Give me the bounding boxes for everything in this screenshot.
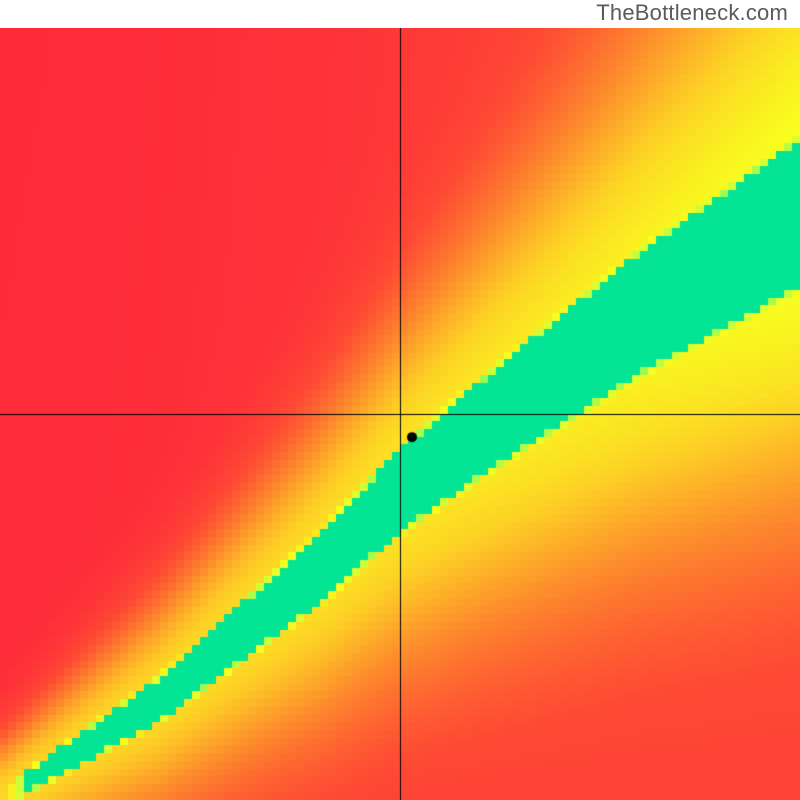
watermark-label: TheBottleneck.com	[596, 0, 788, 26]
bottleneck-heatmap	[0, 28, 800, 800]
